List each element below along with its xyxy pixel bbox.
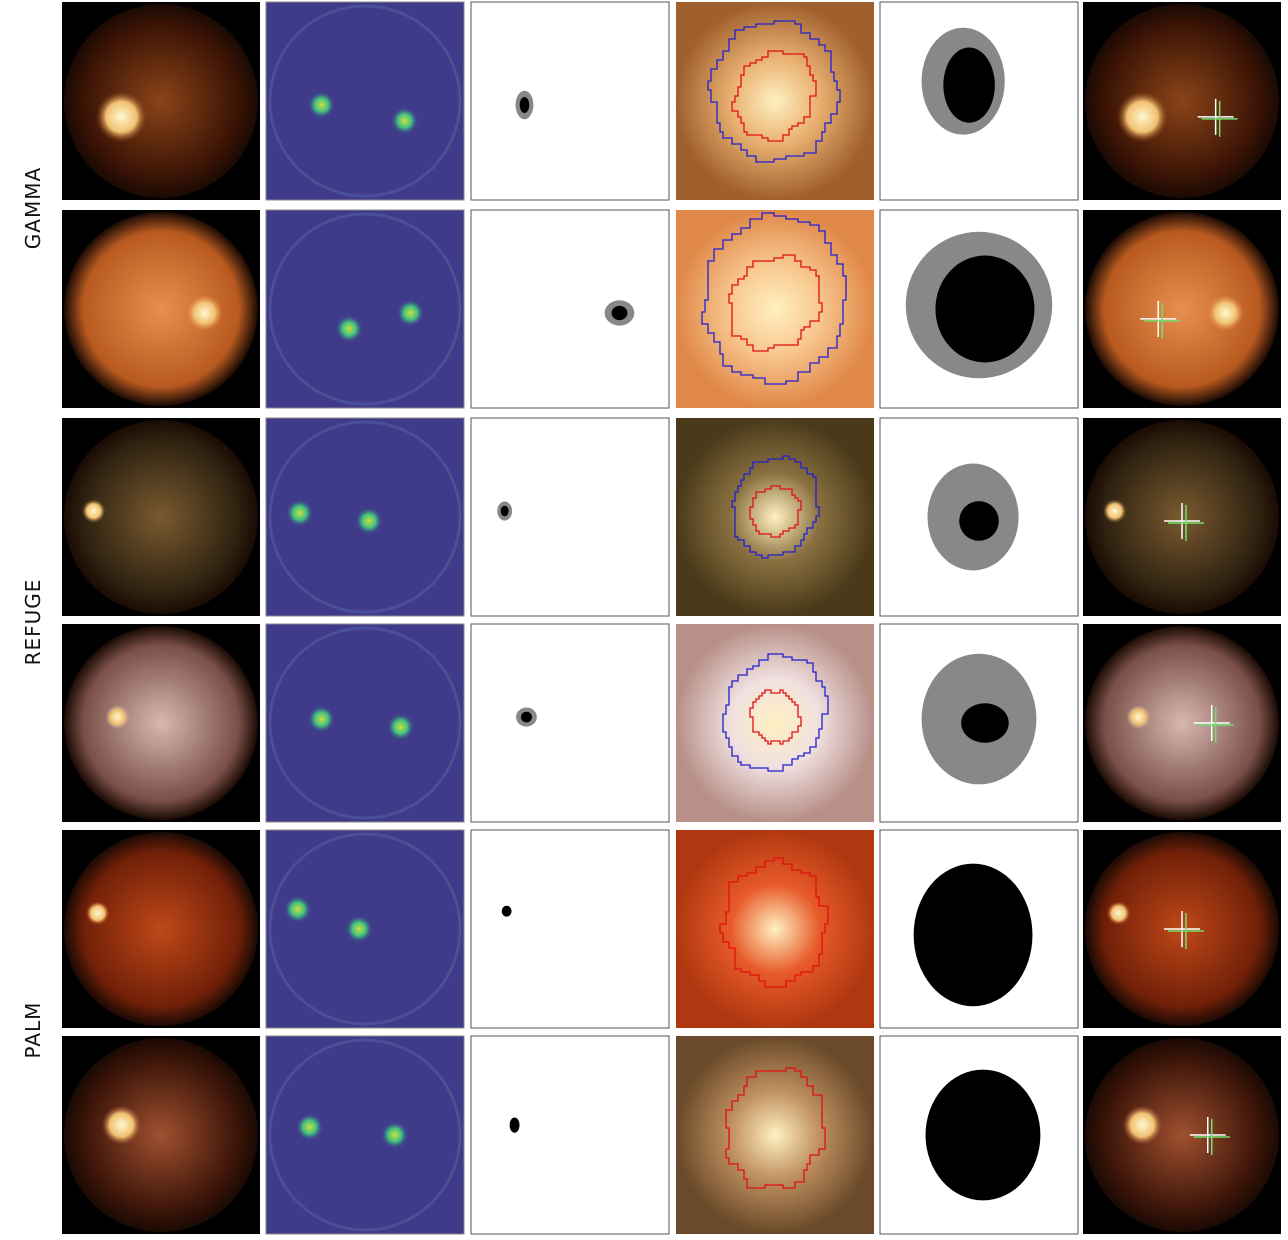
fundus-image	[62, 1036, 260, 1234]
mask-large	[879, 829, 1079, 1029]
heatmap	[265, 623, 465, 823]
mask-small	[470, 623, 670, 823]
fundus-image	[62, 210, 260, 408]
fundus-image	[62, 418, 260, 616]
disc-crop	[676, 830, 874, 1028]
fundus-image	[62, 2, 260, 200]
heatmap	[265, 209, 465, 409]
heatmap	[265, 1, 465, 201]
mask-small	[470, 1035, 670, 1235]
disc-crop	[676, 624, 874, 822]
fundus-image	[62, 624, 260, 822]
mask-large	[879, 1035, 1079, 1235]
disc-crop	[676, 2, 874, 200]
disc-crop	[676, 418, 874, 616]
panel-grid	[62, 1, 1281, 1235]
row-label: PALM	[21, 1002, 45, 1059]
fundus-localization	[1083, 210, 1281, 408]
mask-large	[879, 1, 1079, 201]
row-label: GAMMA	[21, 167, 45, 249]
mask-large	[879, 623, 1079, 823]
row-label: REFUGE	[21, 579, 45, 666]
fundus-localization	[1083, 1036, 1281, 1234]
fundus-localization	[1083, 830, 1281, 1028]
fundus-localization	[1083, 418, 1281, 616]
mask-large	[879, 209, 1079, 409]
fundus-image	[62, 830, 260, 1028]
disc-crop	[676, 1036, 874, 1234]
mask-large	[879, 417, 1079, 617]
disc-crop	[676, 210, 874, 408]
mask-small	[470, 417, 670, 617]
heatmap	[265, 417, 465, 617]
mask-small	[470, 829, 670, 1029]
mask-small	[470, 209, 670, 409]
fundus-localization	[1083, 2, 1281, 200]
heatmap	[265, 1035, 465, 1235]
mask-small	[470, 1, 670, 201]
heatmap	[265, 829, 465, 1029]
fundus-localization	[1083, 624, 1281, 822]
